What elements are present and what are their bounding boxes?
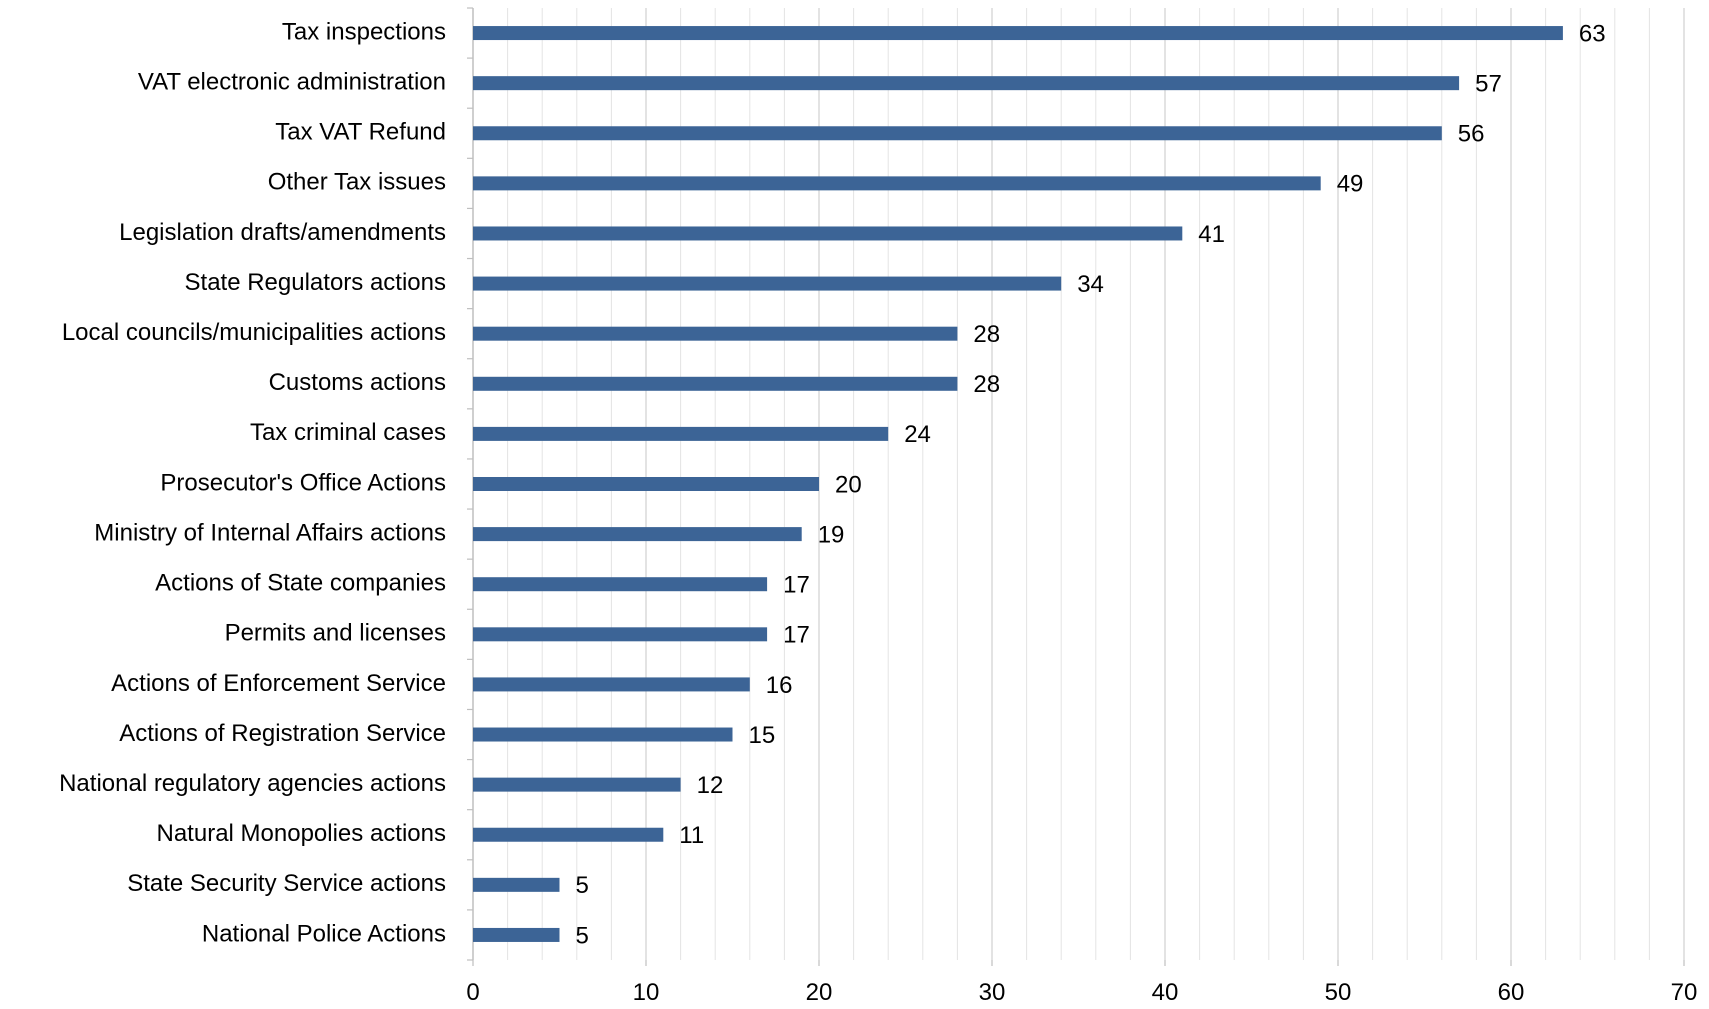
bar: [473, 927, 560, 942]
x-tick-label: 30: [979, 979, 1006, 1004]
category-label: State Regulators actions: [185, 269, 446, 296]
x-tick-label: 70: [1671, 979, 1698, 1004]
category-label: Prosecutor's Office Actions: [160, 469, 446, 496]
value-label: 57: [1475, 71, 1502, 98]
value-label: 56: [1458, 121, 1485, 148]
category-label: Ministry of Internal Affairs actions: [94, 519, 446, 546]
bar: [473, 477, 819, 491]
bar: [473, 627, 768, 642]
label-layer: 0 10 20 30 40 50 60 70 Tax inspections 63 VAT elec…: [59, 18, 1698, 1006]
value-label: 12: [697, 772, 724, 799]
value-label: 34: [1077, 271, 1104, 298]
x-tick-label: 50: [1325, 979, 1352, 1004]
value-label: 28: [973, 321, 1000, 348]
value-label: 41: [1198, 221, 1225, 248]
x-tick-label: 10: [633, 979, 660, 1004]
value-label: 20: [835, 471, 862, 498]
bar: [473, 26, 1563, 41]
value-label: 11: [679, 822, 704, 849]
category-label: Other Tax issues: [268, 169, 446, 196]
value-label: 28: [973, 371, 1000, 398]
value-label: 24: [904, 421, 931, 448]
bar: [473, 226, 1183, 241]
bar-layer: [473, 26, 1563, 942]
bar: [473, 877, 560, 892]
category-label: National Police Actions: [202, 920, 446, 947]
bar: [473, 326, 958, 341]
category-label: Actions of Enforcement Service: [111, 670, 446, 697]
bar: [473, 727, 733, 742]
value-label: 5: [576, 872, 589, 899]
bar: [473, 827, 664, 842]
grid-layer: [507, 8, 1685, 960]
value-label: 19: [818, 521, 845, 548]
category-label: Permits and licenses: [225, 620, 446, 647]
bar: [473, 677, 750, 692]
value-label: 17: [783, 622, 810, 649]
x-tick-label: 60: [1498, 979, 1525, 1004]
bar: [473, 577, 768, 592]
category-label: Natural Monopolies actions: [157, 820, 447, 847]
category-label: Customs actions: [269, 369, 446, 396]
category-label: Tax inspections: [282, 18, 446, 45]
category-label: National regulatory agencies actions: [59, 770, 446, 797]
category-label: Actions of Registration Service: [119, 720, 446, 747]
bar: [473, 527, 802, 542]
category-label: Tax criminal cases: [250, 419, 446, 446]
bar: [473, 276, 1062, 291]
category-label: Actions of State companies: [155, 570, 446, 597]
category-label: State Security Service actions: [127, 870, 446, 897]
value-label: 17: [783, 572, 810, 599]
value-label: 15: [749, 722, 776, 749]
x-tick-label: 20: [806, 979, 833, 1004]
bar: [473, 426, 889, 441]
x-tick-label: 40: [1152, 979, 1179, 1004]
value-label: 63: [1579, 20, 1606, 47]
category-label: VAT electronic administration: [138, 69, 446, 96]
bar: [473, 777, 681, 792]
value-label: 5: [576, 922, 589, 949]
value-label: 49: [1337, 171, 1364, 198]
x-tick-label: 0: [466, 979, 479, 1004]
value-label: 16: [766, 672, 793, 699]
category-label: Tax VAT Refund: [275, 119, 446, 146]
bar: [473, 76, 1460, 91]
bar: [473, 126, 1442, 141]
bar: [473, 176, 1321, 191]
category-label: Legislation drafts/amendments: [119, 219, 446, 246]
category-label: Local councils/municipalities actions: [62, 319, 446, 346]
bar: [473, 376, 958, 391]
